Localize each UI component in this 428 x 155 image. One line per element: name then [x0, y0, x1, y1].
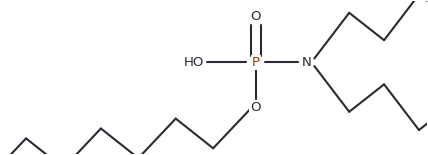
- Text: O: O: [250, 101, 261, 114]
- Text: HO: HO: [184, 56, 204, 69]
- Text: N: N: [302, 56, 312, 69]
- Text: O: O: [250, 10, 261, 23]
- Text: P: P: [252, 56, 260, 69]
